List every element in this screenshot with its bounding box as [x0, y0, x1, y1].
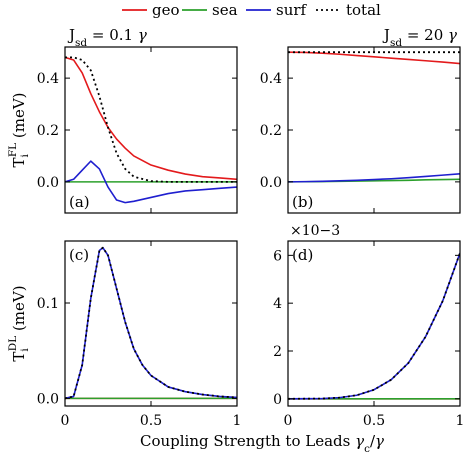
panel-label: (a): [69, 193, 90, 211]
panel-label: (c): [69, 246, 89, 264]
legend-label-geo: geo: [152, 1, 180, 19]
y-tick-label: 0.1: [37, 296, 59, 312]
x-tick-label: 0.5: [140, 413, 162, 429]
x-axis-label: Coupling Strength to Leads γc/γ: [140, 432, 384, 455]
svg-text:TiFL (meV): TiFL (meV): [7, 92, 31, 167]
y-tick-label: 6: [273, 248, 282, 264]
y-axis-label-fl: TiFL (meV): [7, 92, 31, 167]
y-tick-label: 0.2: [37, 123, 59, 139]
panel-c: 0 0.5 1 0.0 0.1 (c) TiDL (meV): [7, 240, 242, 429]
y-tick-label: 0.0: [37, 175, 59, 191]
series-line-total: [288, 252, 460, 400]
y-tick-label: 0: [273, 392, 282, 408]
series-group: [288, 252, 460, 400]
legend-label-surf: surf: [276, 1, 308, 19]
legend-label-total: total: [346, 1, 381, 19]
series-line-total: [65, 246, 237, 400]
y-tick-label: 0.0: [260, 175, 282, 191]
svg-text:TiDL (meV): TiDL (meV): [7, 285, 31, 361]
y-tick-label: 0.4: [260, 71, 282, 87]
legend: geo sea surf total: [122, 1, 381, 19]
y-tick-label: 0.4: [37, 71, 59, 87]
x-tick-label: 0: [284, 413, 293, 429]
series-line-surf: [65, 160, 237, 204]
x-tick-label: 0.5: [363, 413, 385, 429]
axes-frame: [64, 240, 238, 407]
series-line-surf: [65, 246, 237, 400]
y-tick-label: 4: [273, 296, 282, 312]
series-line-total: [65, 56, 237, 183]
panel-label: (b): [292, 193, 313, 211]
series-line-surf: [288, 173, 460, 183]
panel-title: Jsd = 0.1 γ: [67, 26, 147, 49]
panel-title: Jsd = 20 γ: [382, 26, 457, 49]
y-axis-label-dl: TiDL (meV): [7, 285, 31, 361]
panel-b: 0.0 0.2 0.4 (b): [260, 46, 461, 214]
axes-frame: [64, 46, 238, 214]
series-line-geo: [65, 56, 237, 181]
axes-frame: [287, 46, 461, 214]
y-tick-label: 2: [273, 344, 282, 360]
y-tick-label: 0.2: [260, 123, 282, 139]
panel-a: 0.0 0.2 0.4 (a) TiFL (meV): [7, 46, 238, 214]
series-line-geo: [288, 51, 460, 65]
panel-d: 0 0.5 1 0 2 4 6 (d) ×10−3: [273, 223, 463, 429]
axes-frame: [287, 240, 461, 407]
y-tick-label: 0.0: [37, 391, 59, 407]
legend-label-sea: sea: [212, 1, 238, 19]
series-group: [65, 56, 237, 204]
x-tick-label: 1: [233, 413, 242, 429]
panel-label: (d): [292, 246, 313, 264]
x-tick-label: 1: [456, 413, 463, 429]
series-group: [288, 51, 460, 183]
x-tick-label: 0: [61, 413, 70, 429]
series-group: [65, 246, 237, 400]
y-scale-multiplier: ×10−3: [290, 223, 340, 239]
series-line-surf: [288, 252, 460, 400]
